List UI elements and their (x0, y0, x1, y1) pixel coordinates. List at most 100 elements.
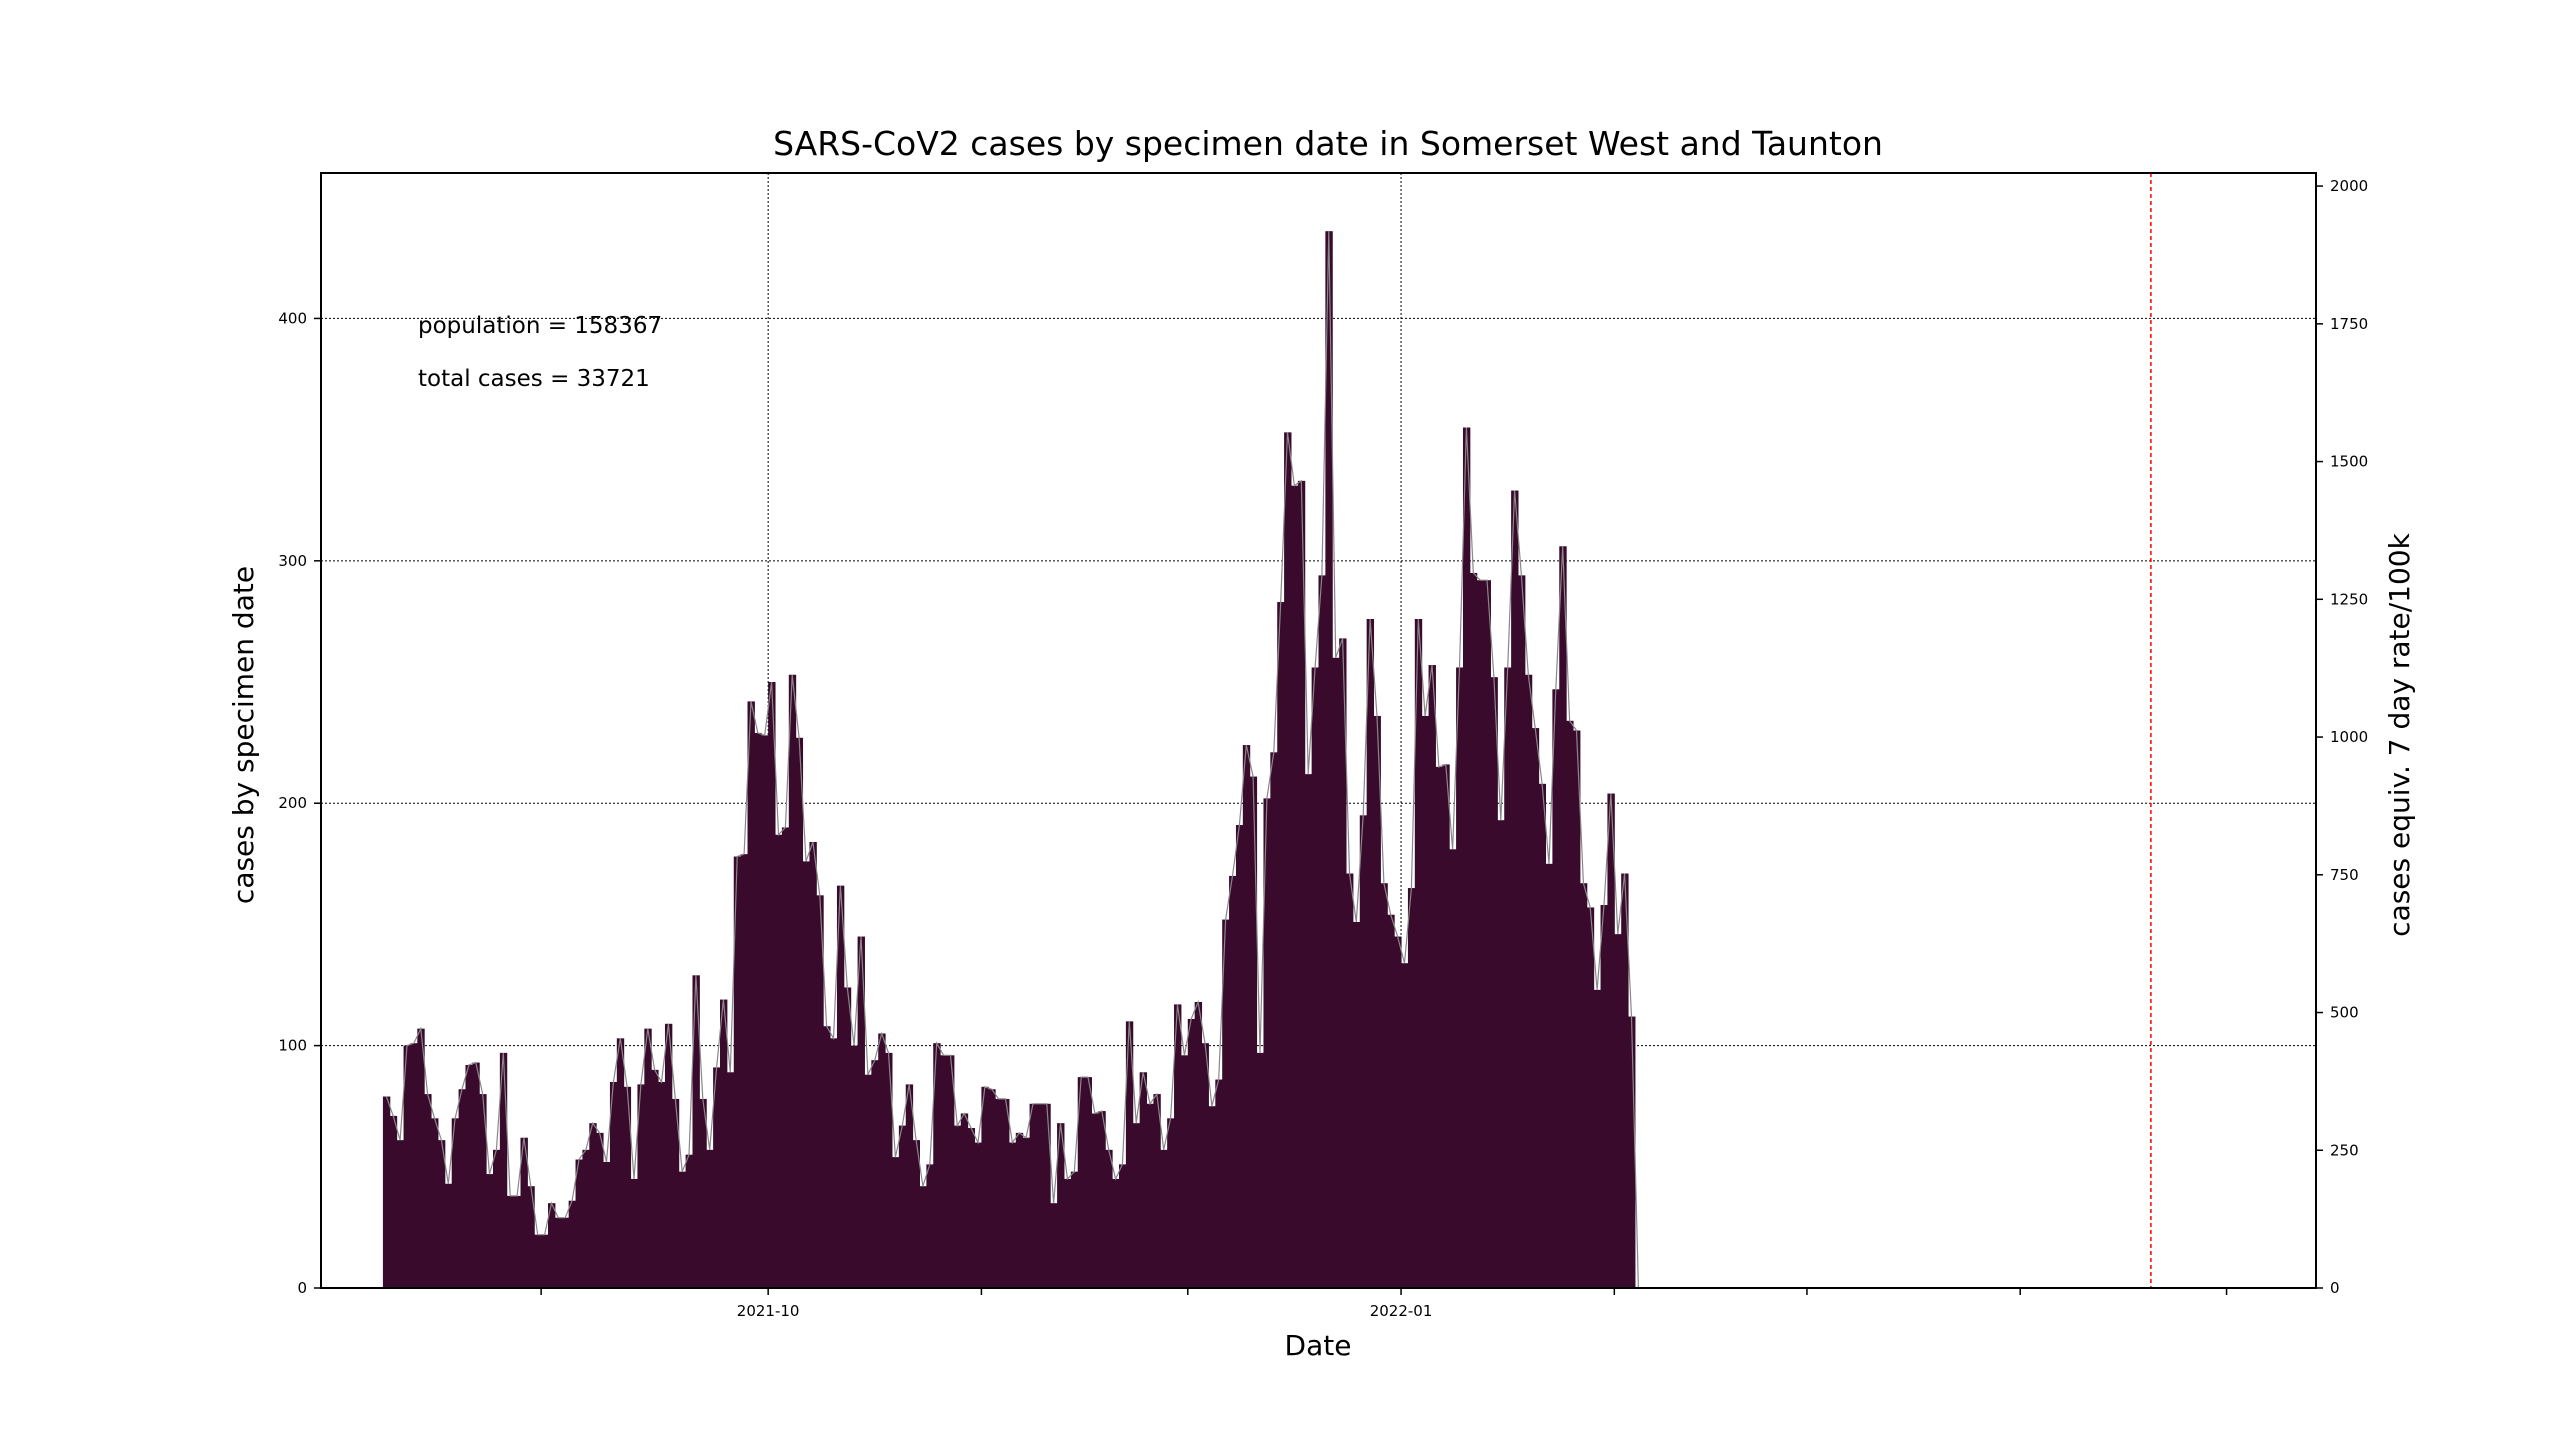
bar (823, 1026, 831, 1288)
bar (1153, 1094, 1161, 1288)
axes: 0 100 200 300 400 0 250 500 750 1000 1250 1500 1750 2… (278, 172, 2368, 1320)
bar (960, 1113, 969, 1288)
x-tick-label: 2021-10 (737, 1302, 800, 1320)
y-tick-label: 400 (278, 309, 307, 327)
bar (1311, 667, 1319, 1288)
bar (1524, 674, 1533, 1288)
bar (953, 1125, 962, 1288)
bar (527, 1186, 535, 1288)
bar (1112, 1178, 1120, 1288)
bar (472, 1062, 480, 1288)
bar (788, 674, 797, 1288)
y-tick-label: 300 (278, 552, 307, 570)
bar (548, 1203, 556, 1288)
bar (1229, 875, 1237, 1288)
bar (417, 1028, 425, 1288)
bar (1284, 432, 1292, 1288)
bar (1160, 1149, 1168, 1288)
bar (692, 975, 700, 1288)
bar (1607, 793, 1615, 1288)
bar (1043, 1103, 1051, 1288)
bar (1518, 575, 1526, 1288)
bar (1180, 1055, 1189, 1288)
bar (1050, 1203, 1058, 1288)
bar (1105, 1149, 1113, 1288)
chart-title: SARS-CoV2 cases by specimen date in Some… (773, 124, 1883, 163)
bar (685, 1154, 693, 1288)
bar (1119, 1164, 1127, 1288)
bar (1222, 919, 1230, 1288)
bar (720, 999, 728, 1288)
x-axis-label: Date (1285, 1329, 1352, 1362)
y-right-tick-label: 1750 (2330, 315, 2368, 333)
bar (912, 1140, 920, 1288)
bar (1462, 427, 1471, 1288)
bar (995, 1098, 1003, 1288)
bar (1277, 602, 1285, 1288)
bar (616, 1038, 625, 1288)
bar (1139, 1072, 1148, 1288)
bar (644, 1028, 652, 1288)
bar (609, 1081, 618, 1288)
bar (1497, 820, 1505, 1288)
bar (486, 1174, 494, 1288)
bar (1401, 963, 1409, 1288)
bar (1600, 905, 1608, 1288)
bar (1201, 1043, 1209, 1288)
bar (1579, 883, 1588, 1288)
bar (630, 1178, 638, 1288)
bar (1208, 1106, 1216, 1288)
trace (385, 231, 1639, 1289)
bar (465, 1065, 473, 1288)
bar (1483, 580, 1491, 1288)
bar (836, 885, 845, 1288)
bar (1318, 575, 1326, 1288)
bar (1621, 873, 1629, 1288)
bar (1531, 728, 1540, 1288)
bar (857, 936, 865, 1288)
bar (1573, 730, 1581, 1288)
bar (1022, 1137, 1031, 1288)
bar (1242, 745, 1251, 1288)
bar (575, 1159, 583, 1288)
y-right-tick-label: 1250 (2330, 590, 2368, 608)
bar (1036, 1103, 1044, 1288)
bar (809, 842, 817, 1288)
bar (864, 1074, 872, 1288)
bar (1008, 1142, 1017, 1288)
bar (1504, 667, 1512, 1288)
bar (781, 827, 790, 1288)
bar (444, 1183, 453, 1288)
bar (768, 682, 776, 1288)
bar (1091, 1113, 1099, 1288)
bar (1380, 883, 1388, 1288)
bar (1490, 677, 1498, 1288)
bar (816, 895, 824, 1288)
bar (520, 1137, 528, 1288)
bars (382, 231, 1636, 1289)
bar (541, 1234, 549, 1288)
bar (664, 1023, 673, 1288)
bar (1456, 667, 1464, 1288)
bar (1125, 1021, 1134, 1288)
bar (1373, 715, 1381, 1288)
bar (1297, 480, 1306, 1289)
bar (1029, 1103, 1037, 1288)
bar (671, 1098, 680, 1288)
bar (1476, 580, 1485, 1288)
bar (1449, 849, 1457, 1288)
bar (1414, 619, 1423, 1288)
bar (726, 1072, 735, 1288)
plot-frame (320, 172, 2317, 1289)
bar (1015, 1132, 1024, 1288)
bar (775, 834, 783, 1288)
bar (1332, 657, 1340, 1288)
bar (981, 1086, 989, 1288)
bar (623, 1086, 632, 1288)
bar (1325, 231, 1333, 1288)
bar (1063, 1178, 1072, 1288)
bar (795, 737, 804, 1288)
bar (878, 1033, 886, 1288)
bar (1352, 921, 1361, 1288)
